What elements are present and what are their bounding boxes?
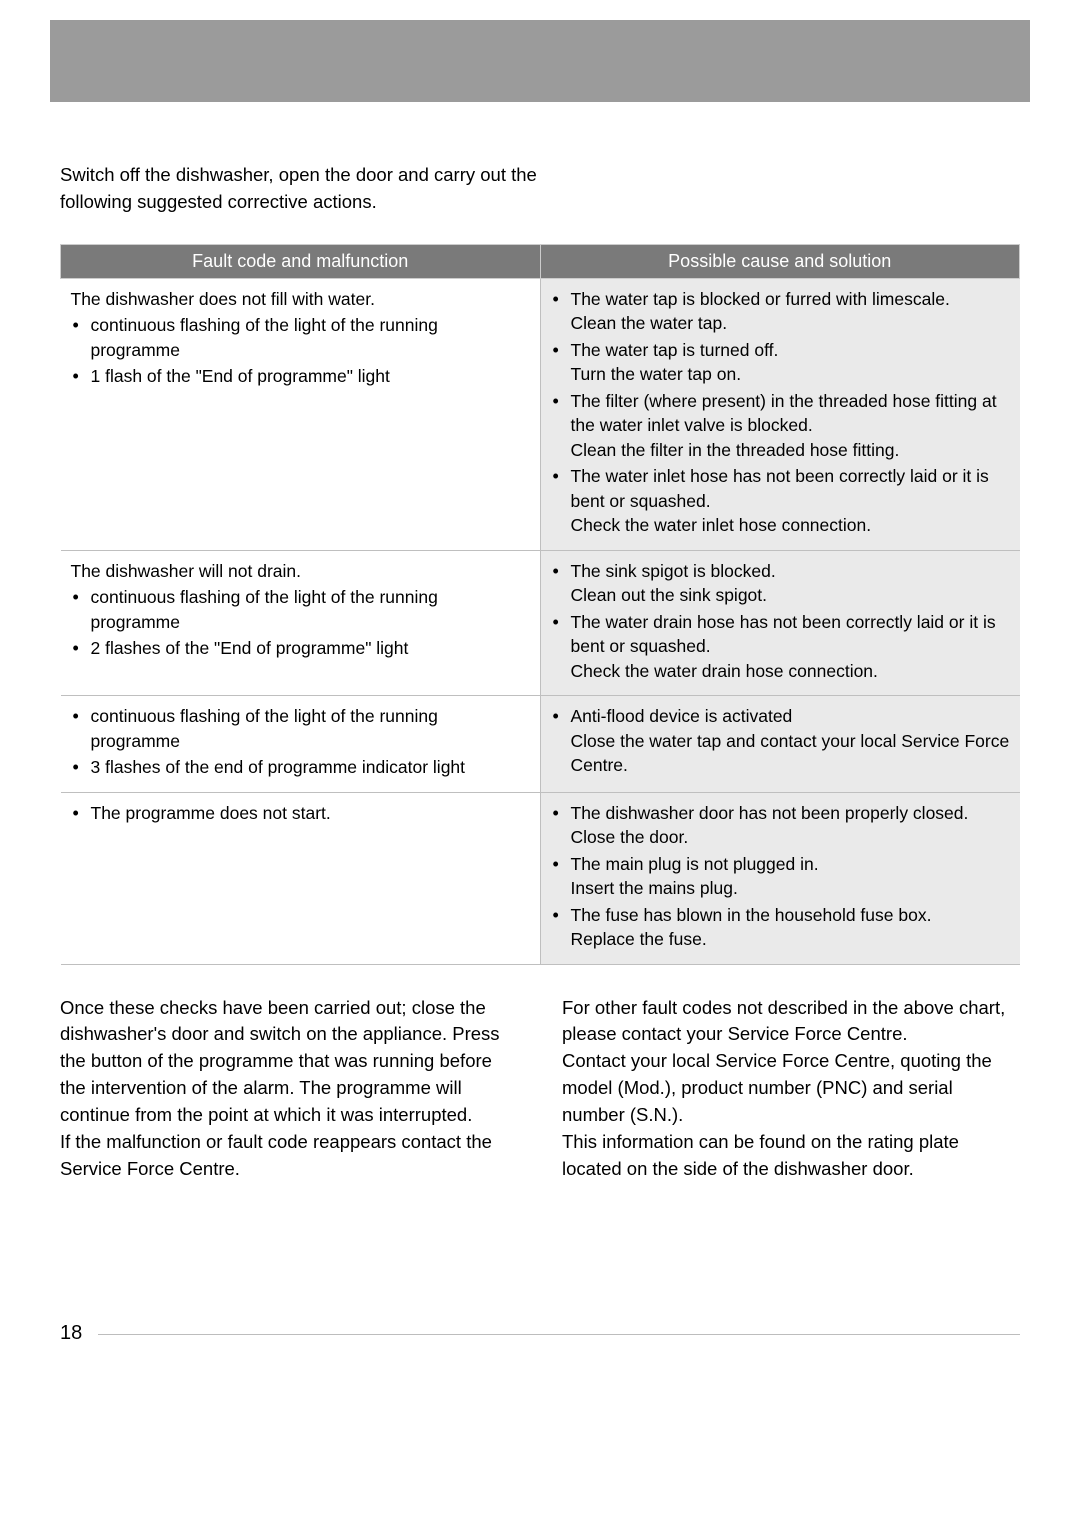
- solution-item: The main plug is not plugged in.Insert t…: [551, 852, 1010, 901]
- solution-sub: Replace the fuse.: [571, 927, 1010, 952]
- after-right-p3: This information can be found on the rat…: [562, 1129, 1020, 1183]
- fault-item: 3 flashes of the end of programme indica…: [71, 755, 530, 780]
- solution-sub: Clean the water tap.: [571, 311, 1010, 336]
- fault-item: continuous flashing of the light of the …: [71, 313, 530, 362]
- fault-table: Fault code and malfunction Possible caus…: [60, 244, 1020, 965]
- fault-item: continuous flashing of the light of the …: [71, 704, 530, 753]
- solution-cell: The water tap is blocked or furred with …: [540, 278, 1020, 550]
- solution-item: The fuse has blown in the household fuse…: [551, 903, 1010, 952]
- footer-rule: [98, 1334, 1020, 1335]
- intro-text: Switch off the dishwasher, open the door…: [60, 162, 580, 216]
- after-col-left: Once these checks have been carried out;…: [60, 995, 518, 1183]
- solution-item: The water tap is turned off.Turn the wat…: [551, 338, 1010, 387]
- page-footer: 18: [60, 1322, 1020, 1345]
- solution-item: The dishwasher door has not been properl…: [551, 801, 1010, 850]
- after-text-columns: Once these checks have been carried out;…: [60, 995, 1020, 1183]
- after-left-p2: If the malfunction or fault code reappea…: [60, 1129, 518, 1183]
- solution-cell: The sink spigot is blocked.Clean out the…: [540, 550, 1020, 696]
- page-number: 18: [60, 1322, 82, 1345]
- after-right-p1: For other fault codes not described in t…: [562, 995, 1020, 1049]
- solution-sub: Turn the water tap on.: [571, 362, 1010, 387]
- solution-item: Anti-flood device is activated Close the …: [551, 704, 1010, 778]
- solution-main: The water drain hose has not been correc…: [571, 612, 996, 657]
- fault-list: continuous flashing of the light of the …: [71, 704, 530, 780]
- fault-cell: The dishwasher will not drain.continuous…: [61, 550, 541, 696]
- solution-main: The sink spigot is blocked.: [571, 561, 776, 581]
- solution-main: The water inlet hose has not been correc…: [571, 466, 989, 511]
- solution-sub: Check the water drain hose connection.: [571, 659, 1010, 684]
- solution-main: The dishwasher door has not been properl…: [571, 803, 969, 823]
- solution-cell: The dishwasher door has not been properl…: [540, 792, 1020, 964]
- solution-list: The water tap is blocked or furred with …: [551, 287, 1010, 538]
- fault-item: The programme does not start.: [71, 801, 530, 826]
- after-right-p2: Contact your local Service Force Centre,…: [562, 1048, 1020, 1128]
- solution-sub: Clean out the sink spigot.: [571, 583, 1010, 608]
- solution-sub: Clean the filter in the threaded hose fi…: [571, 438, 1010, 463]
- fault-item: 1 flash of the "End of programme" light: [71, 364, 530, 389]
- solution-main: The water tap is blocked or furred with …: [571, 289, 950, 309]
- fault-lead: The dishwasher will not drain.: [71, 559, 530, 584]
- col-header-fault: Fault code and malfunction: [61, 244, 541, 278]
- solution-main: The filter (where present) in the thread…: [571, 391, 997, 436]
- solution-sub: Close the water tap and contact your loc…: [571, 729, 1010, 778]
- fault-cell: continuous flashing of the light of the …: [61, 696, 541, 793]
- solution-cell: Anti-flood device is activated Close the …: [540, 696, 1020, 793]
- fault-cell: The dishwasher does not fill with water.…: [61, 278, 541, 550]
- fault-cell: The programme does not start.: [61, 792, 541, 964]
- solution-main: The main plug is not plugged in.: [571, 854, 819, 874]
- fault-list: The programme does not start.: [71, 801, 530, 826]
- fault-lead: The dishwasher does not fill with water.: [71, 287, 530, 312]
- solution-list: Anti-flood device is activated Close the …: [551, 704, 1010, 778]
- solution-item: The water drain hose has not been correc…: [551, 610, 1010, 684]
- solution-item: The water inlet hose has not been correc…: [551, 464, 1010, 538]
- after-col-right: For other fault codes not described in t…: [562, 995, 1020, 1183]
- solution-item: The filter (where present) in the thread…: [551, 389, 1010, 463]
- solution-list: The sink spigot is blocked.Clean out the…: [551, 559, 1010, 684]
- solution-main: The fuse has blown in the household fuse…: [571, 905, 932, 925]
- solution-main: Anti-flood device is activated: [571, 706, 793, 726]
- solution-sub: Check the water inlet hose connection.: [571, 513, 1010, 538]
- solution-sub: Insert the mains plug.: [571, 876, 1010, 901]
- fault-list: continuous flashing of the light of the …: [71, 313, 530, 389]
- header-bar: [50, 20, 1030, 102]
- solution-list: The dishwasher door has not been properl…: [551, 801, 1010, 952]
- col-header-solution: Possible cause and solution: [540, 244, 1020, 278]
- solution-main: The water tap is turned off.: [571, 340, 779, 360]
- fault-item: 2 flashes of the "End of programme" ligh…: [71, 636, 530, 661]
- after-left-p1: Once these checks have been carried out;…: [60, 995, 518, 1129]
- fault-list: continuous flashing of the light of the …: [71, 585, 530, 661]
- solution-item: The sink spigot is blocked.Clean out the…: [551, 559, 1010, 608]
- solution-sub: Close the door.: [571, 825, 1010, 850]
- page: Switch off the dishwasher, open the door…: [0, 0, 1080, 1375]
- solution-item: The water tap is blocked or furred with …: [551, 287, 1010, 336]
- fault-item: continuous flashing of the light of the …: [71, 585, 530, 634]
